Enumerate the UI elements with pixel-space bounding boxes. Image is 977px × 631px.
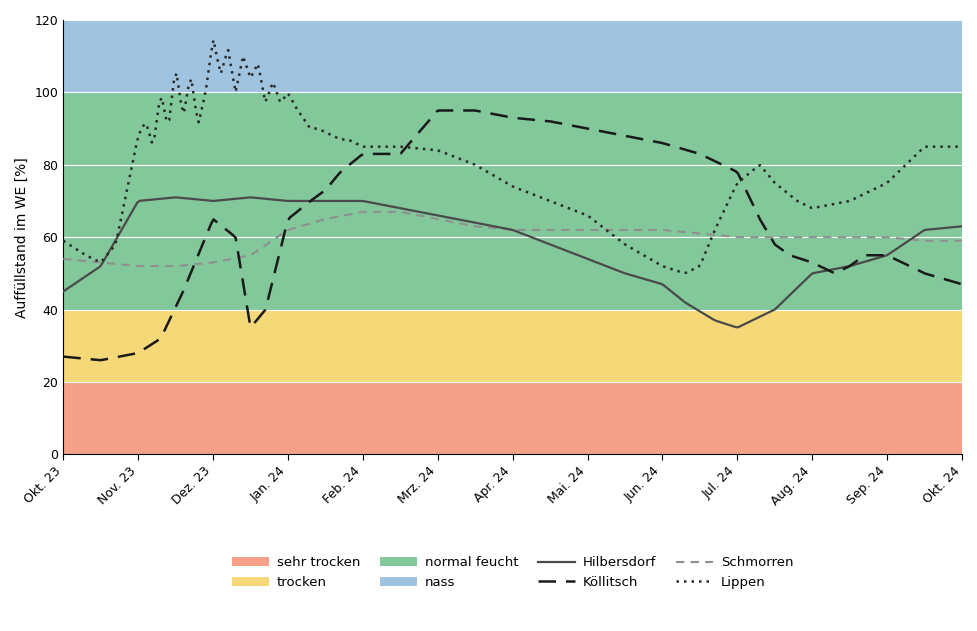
Legend: sehr trocken, trocken, normal feucht, nass, Hilbersdorf, Köllitsch, Schmorren, L: sehr trocken, trocken, normal feucht, na… <box>232 557 793 589</box>
Bar <box>64 310 962 382</box>
Bar <box>64 92 962 310</box>
Bar <box>64 382 962 454</box>
Bar <box>64 20 962 92</box>
Y-axis label: Auffüllstand im WE [%]: Auffüllstand im WE [%] <box>15 156 29 317</box>
